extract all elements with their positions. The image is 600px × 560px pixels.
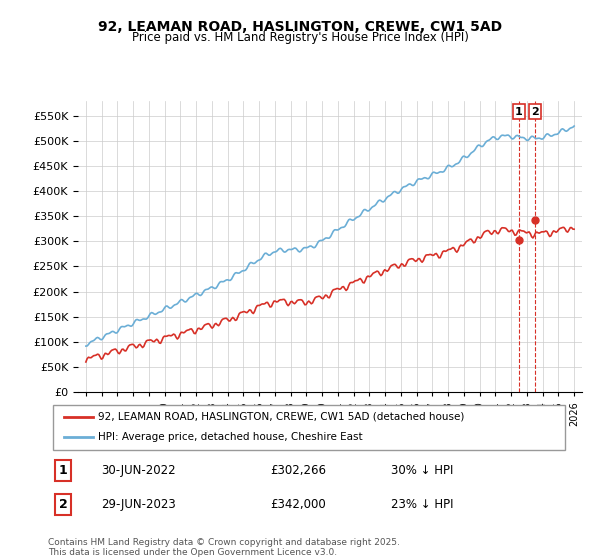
Text: 29-JUN-2023: 29-JUN-2023 — [101, 498, 176, 511]
Text: £342,000: £342,000 — [270, 498, 326, 511]
Text: 2: 2 — [59, 498, 67, 511]
FancyBboxPatch shape — [53, 405, 565, 450]
Text: 30% ↓ HPI: 30% ↓ HPI — [391, 464, 454, 477]
Text: 2: 2 — [531, 106, 539, 116]
Text: 92, LEAMAN ROAD, HASLINGTON, CREWE, CW1 5AD: 92, LEAMAN ROAD, HASLINGTON, CREWE, CW1 … — [98, 20, 502, 34]
Text: 1: 1 — [59, 464, 67, 477]
Text: Price paid vs. HM Land Registry's House Price Index (HPI): Price paid vs. HM Land Registry's House … — [131, 31, 469, 44]
Text: 23% ↓ HPI: 23% ↓ HPI — [391, 498, 454, 511]
Text: 92, LEAMAN ROAD, HASLINGTON, CREWE, CW1 5AD (detached house): 92, LEAMAN ROAD, HASLINGTON, CREWE, CW1 … — [98, 412, 464, 422]
Text: 1: 1 — [515, 106, 523, 116]
Text: HPI: Average price, detached house, Cheshire East: HPI: Average price, detached house, Ches… — [98, 432, 363, 442]
Text: £302,266: £302,266 — [270, 464, 326, 477]
Text: Contains HM Land Registry data © Crown copyright and database right 2025.
This d: Contains HM Land Registry data © Crown c… — [48, 538, 400, 557]
Text: 30-JUN-2022: 30-JUN-2022 — [101, 464, 175, 477]
